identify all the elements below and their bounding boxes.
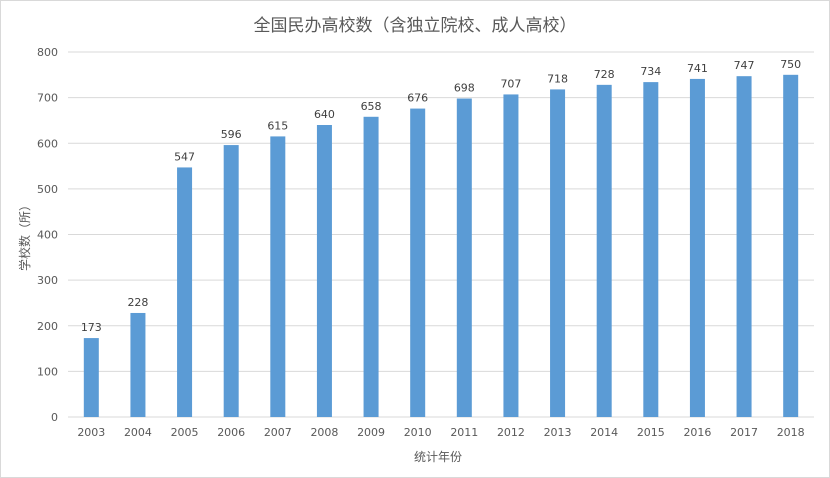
bar-2009 <box>363 116 379 417</box>
y-tick-label: 200 <box>37 320 58 333</box>
bar-2013 <box>550 89 566 417</box>
bar-2015 <box>643 82 659 418</box>
bar-2006 <box>223 145 239 417</box>
bars <box>83 74 799 418</box>
y-axis-ticks: 0 100 200 300 400 500 600 700 800 <box>37 46 58 424</box>
data-label-2003: 173 <box>81 321 102 334</box>
y-tick-label: 700 <box>37 92 58 105</box>
y-axis-title: 学校数（所） <box>17 199 32 271</box>
bar-2003 <box>83 338 99 417</box>
data-label-2005: 547 <box>174 150 195 163</box>
x-tick-label: 2013 <box>544 426 572 439</box>
y-tick-label: 800 <box>37 46 58 59</box>
bar-2008 <box>316 125 332 417</box>
data-label-2016: 741 <box>687 62 708 75</box>
y-tick-label: 600 <box>37 137 58 150</box>
x-tick-label: 2014 <box>590 426 618 439</box>
data-label-2018: 750 <box>780 58 801 71</box>
data-label-2014: 728 <box>594 68 615 81</box>
x-tick-label: 2006 <box>217 426 245 439</box>
data-label-2007: 615 <box>267 119 288 132</box>
data-label-2004: 228 <box>127 296 148 309</box>
x-tick-label: 2017 <box>730 426 758 439</box>
x-tick-label: 2009 <box>357 426 385 439</box>
data-label-2017: 747 <box>734 59 755 72</box>
x-tick-label: 2007 <box>264 426 292 439</box>
bar-2005 <box>177 167 193 417</box>
x-axis-ticks: 2003 2004 2005 2006 2007 2008 2009 2010 2011 2012… <box>77 426 804 439</box>
x-tick-label: 2005 <box>171 426 199 439</box>
x-axis-title: 统计年份 <box>414 450 462 464</box>
bar-2010 <box>410 108 426 417</box>
y-tick-label: 500 <box>37 183 58 196</box>
bar-2016 <box>689 78 705 417</box>
data-label-2010: 676 <box>407 92 428 105</box>
bar-2014 <box>596 84 612 417</box>
x-tick-label: 2004 <box>124 426 152 439</box>
x-tick-label: 2008 <box>310 426 338 439</box>
data-label-2009: 658 <box>361 100 382 113</box>
x-tick-label: 2010 <box>404 426 432 439</box>
y-tick-label: 0 <box>51 411 58 424</box>
bar-2011 <box>456 98 472 417</box>
data-labels: 173 228 547 596 615 640 658 676 698 707 718 728 734 7… <box>81 58 801 334</box>
x-tick-label: 2015 <box>637 426 665 439</box>
x-tick-label: 2016 <box>683 426 711 439</box>
bar-2012 <box>503 94 519 418</box>
data-label-2008: 640 <box>314 108 335 121</box>
y-tick-label: 100 <box>37 365 58 378</box>
bar-2017 <box>736 76 752 418</box>
data-label-2006: 596 <box>221 128 242 141</box>
data-label-2011: 698 <box>454 82 475 95</box>
gridlines <box>68 51 814 418</box>
data-label-2012: 707 <box>500 77 521 90</box>
data-label-2015: 734 <box>640 65 661 78</box>
x-tick-label: 2018 <box>777 426 805 439</box>
chart-title: 全国民办高校数（含独立院校、成人高校） <box>254 16 577 36</box>
y-tick-label: 300 <box>37 274 58 287</box>
bar-2007 <box>270 136 286 417</box>
x-tick-label: 2011 <box>450 426 478 439</box>
x-tick-label: 2003 <box>77 426 105 439</box>
x-tick-label: 2012 <box>497 426 525 439</box>
y-tick-label: 400 <box>37 229 58 242</box>
data-label-2013: 718 <box>547 72 568 85</box>
bar-2018 <box>783 74 799 417</box>
bar-2004 <box>130 312 146 417</box>
